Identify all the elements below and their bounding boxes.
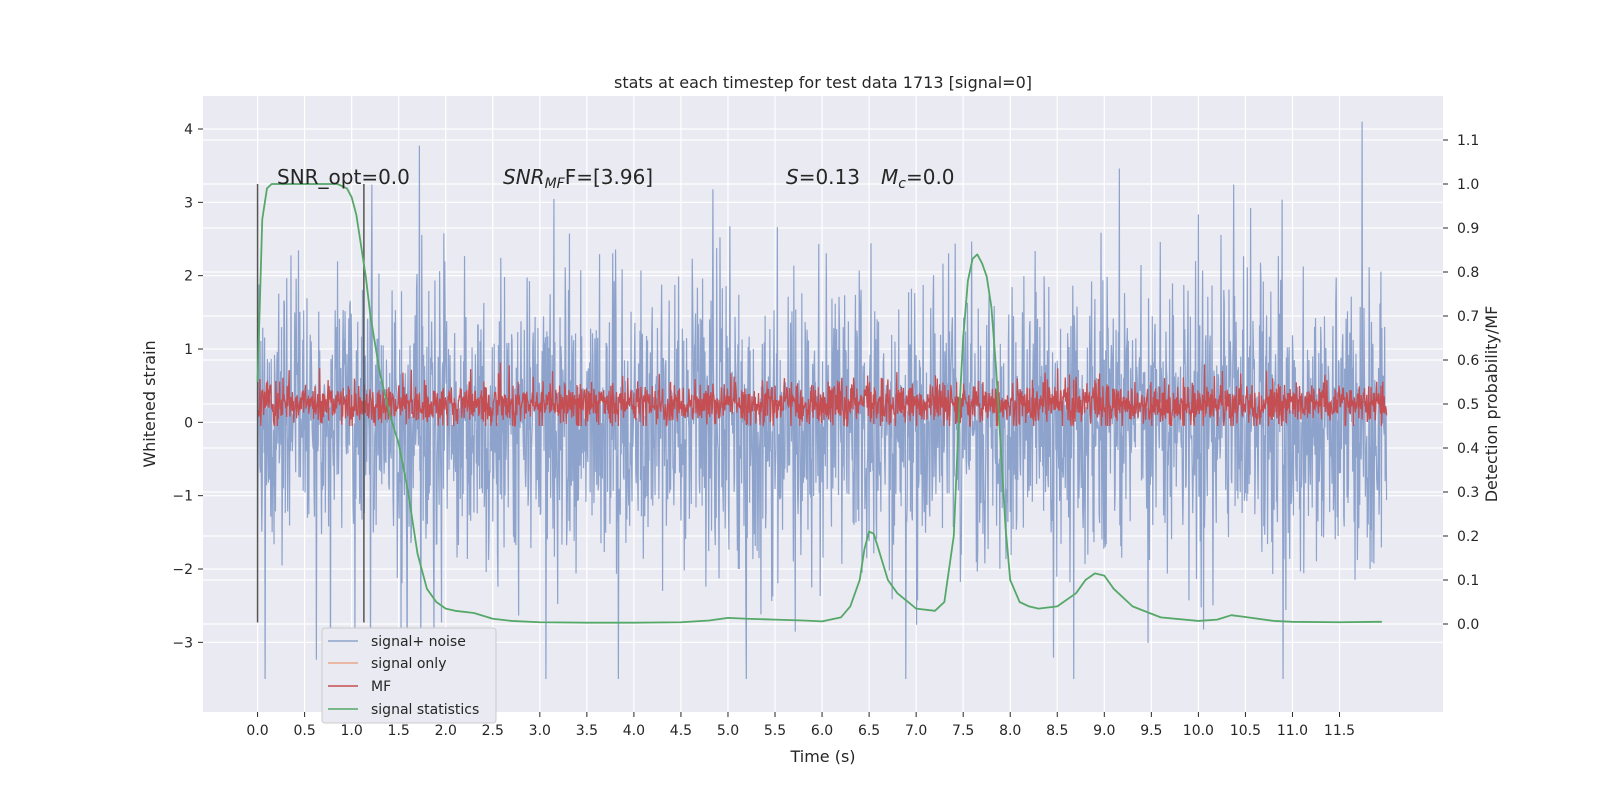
series-signal-noise <box>256 121 1388 680</box>
y2-tick-label: 1.1 <box>1457 133 1479 149</box>
x-tick-label: 2.5 <box>482 723 504 739</box>
x-tick-label: 3.5 <box>576 723 598 739</box>
x-tick-label: 1.0 <box>341 723 363 739</box>
y2-axis-ticks: 1.1 1.0 0.9 0.8 0.7 0.6 0.5 0.4 0.3 0.2 0.1 0.0 <box>1443 133 1479 633</box>
y2-tick-label: 1.0 <box>1457 177 1479 193</box>
x-tick-label: 7.5 <box>952 723 974 739</box>
annotation-mc: Mc=0.0 <box>881 165 955 192</box>
annotation-snr-opt: SNR_opt=0.0 <box>277 165 410 189</box>
y2-tick-label: 0.0 <box>1457 617 1479 633</box>
y2-axis-label: Detection probability/MF <box>1482 306 1501 503</box>
x-tick-label: 0.5 <box>293 723 315 739</box>
y-axis-ticks: 4 3 2 1 0 −1 −2 −3 <box>172 122 203 651</box>
legend-label-signal-statistics: signal statistics <box>371 702 479 718</box>
x-axis-label: Time (s) <box>789 747 855 766</box>
y-tick-label: 4 <box>184 122 193 138</box>
y2-tick-label: 0.6 <box>1457 353 1479 369</box>
x-tick-label: 4.5 <box>670 723 692 739</box>
y-tick-label: −1 <box>172 489 193 505</box>
x-tick-label: 8.5 <box>1046 723 1068 739</box>
x-tick-label: 5.0 <box>717 723 739 739</box>
y-tick-label: 0 <box>184 415 193 431</box>
y-axis-label: Whitened strain <box>140 340 159 467</box>
x-tick-label: 3.0 <box>529 723 551 739</box>
x-axis-ticks: 0.0 0.5 1.0 1.5 2.0 2.5 3.0 3.5 4.0 4.5 5.0 5.5 6.0 6… <box>246 712 1355 739</box>
series-mf-line <box>256 362 1388 428</box>
y2-tick-label: 0.7 <box>1457 309 1479 325</box>
x-tick-label: 6.0 <box>811 723 833 739</box>
x-tick-label: 5.5 <box>764 723 786 739</box>
legend: signal+ noise signal only MF signal stat… <box>321 627 497 724</box>
x-tick-label: 10.5 <box>1230 723 1261 739</box>
x-tick-label: 1.5 <box>388 723 410 739</box>
y2-tick-label: 0.4 <box>1457 441 1479 457</box>
x-tick-label: 11.5 <box>1324 723 1355 739</box>
annotation-s: S=0.13 <box>786 165 860 189</box>
x-tick-label: 4.0 <box>623 723 645 739</box>
chart-title: stats at each timestep for test data 171… <box>614 73 1032 92</box>
y-tick-label: 2 <box>184 269 193 285</box>
x-tick-label: 0.0 <box>246 723 268 739</box>
x-tick-label: 10.0 <box>1183 723 1214 739</box>
y2-tick-label: 0.9 <box>1457 221 1479 237</box>
legend-box <box>321 627 497 724</box>
x-tick-label: 8.0 <box>999 723 1021 739</box>
annotation-snr-mf: SNRMFF=[3.96] <box>503 165 653 192</box>
x-tick-label: 9.0 <box>1093 723 1115 739</box>
window-markers <box>256 184 365 623</box>
y-tick-label: 3 <box>184 195 193 211</box>
y2-tick-label: 0.1 <box>1457 573 1479 589</box>
y2-tick-label: 0.5 <box>1457 397 1479 413</box>
x-tick-label: 7.0 <box>905 723 927 739</box>
x-tick-label: 9.5 <box>1140 723 1162 739</box>
legend-label-signal-only: signal only <box>371 656 446 672</box>
x-tick-label: 2.0 <box>435 723 457 739</box>
y-tick-label: −3 <box>172 635 193 651</box>
legend-label-mf: MF <box>371 679 391 695</box>
x-tick-label: 11.0 <box>1277 723 1308 739</box>
y-tick-label: −2 <box>172 562 193 578</box>
series-mf <box>256 362 1388 428</box>
y2-tick-label: 0.8 <box>1457 265 1479 281</box>
y-tick-label: 1 <box>184 342 193 358</box>
legend-label-signal-noise: signal+ noise <box>371 634 466 650</box>
y2-tick-label: 0.2 <box>1457 529 1479 545</box>
series-signal-statistics <box>256 183 1382 624</box>
series-signal-statistics-line <box>256 183 1382 624</box>
x-tick-label: 6.5 <box>858 723 880 739</box>
series-signal-noise-line <box>256 121 1388 680</box>
y2-tick-label: 0.3 <box>1457 485 1479 501</box>
